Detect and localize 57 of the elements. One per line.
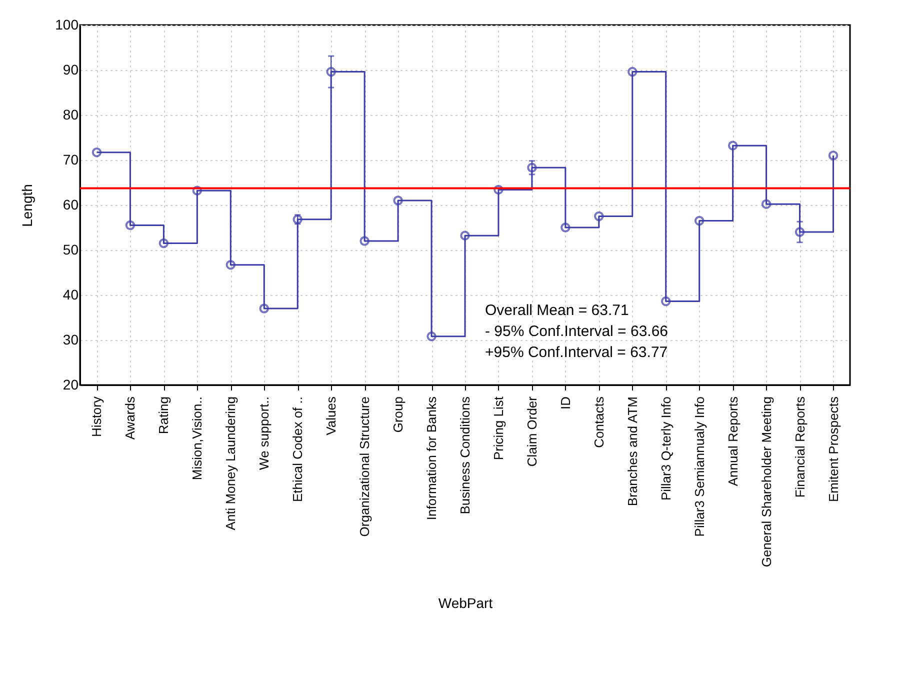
x-tick-label: Mision,Vision.. [190,396,205,480]
x-tick-label: Rating [156,396,172,434]
point [494,184,504,195]
x-tick-label: Contacts [591,396,606,448]
y-tick-label: 50 [62,242,79,258]
x-tick-label: Branches and ATM [624,396,640,506]
x-tick-label: Pricing List [490,396,506,460]
annotation: - 95% Conf.Interval = 63.66 [485,323,668,340]
x-tick-label: Information for Banks [424,396,440,520]
point [460,230,470,240]
x-tick-label: Organizational Structure [357,396,372,537]
y-tick-label: 20 [62,376,79,392]
point [393,196,403,206]
point [694,216,704,226]
point [326,66,336,77]
x-tick-label: Ethical Codex of .. [290,396,306,502]
x-tick-label: Values [324,396,339,436]
y-tick-label: 70 [62,152,79,168]
point [426,332,436,342]
annotation: Overall Mean = 63.71 [485,302,629,319]
x-tick-label: Business Conditions [458,396,472,514]
x-tick-label: History [89,396,104,437]
x-tick-label: Pillar3 Q-terly Info [658,396,674,501]
point [125,220,136,230]
x-tick-label: Pillar3 Semiannualy Info [692,396,707,537]
point [259,304,270,314]
x-tick-label: Awards [122,396,138,440]
annotation: +95% Conf.Interval = 63.77 [485,344,668,361]
x-tick-label: ID [558,396,573,410]
x-tick-label: Annual Reports [725,396,740,486]
y-tick-label: 30 [62,332,79,348]
x-tick-label: Emitent Prospects [826,396,841,502]
point [728,140,738,150]
point [628,66,638,77]
y-tick-label: 60 [62,196,79,212]
x-tick-label: Claim Order [524,396,540,467]
point [594,211,604,222]
x-tick-label: General Shareholder Meeting [758,396,774,568]
y-tick-label: 80 [62,106,79,122]
x-tick-label: Financial Reports [792,396,808,498]
x-tick-label: Anti Money Laundering [223,396,238,530]
point [794,227,805,237]
y-tick-label: 100 [55,16,79,32]
point [761,199,772,209]
point [660,296,671,306]
x-tick-label: We support.. [256,396,272,470]
point [226,260,236,270]
x-axis-title: WebPart [438,595,493,612]
y-tick-label: 40 [62,286,79,302]
point [527,162,537,173]
y-axis-title: Length [19,184,36,227]
point [560,222,570,232]
point [158,238,169,248]
y-tick-label: 90 [62,62,79,78]
point [192,186,202,196]
point [360,236,370,246]
x-tick-label: Group [390,396,406,433]
